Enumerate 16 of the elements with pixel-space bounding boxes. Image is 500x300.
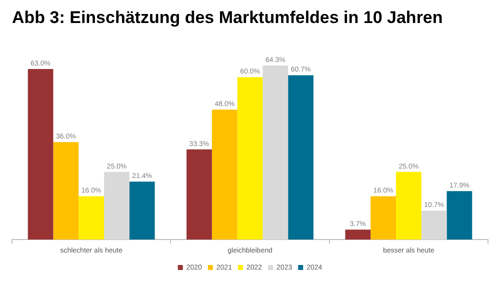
bar bbox=[186, 149, 212, 240]
bar bbox=[53, 142, 79, 240]
bar bbox=[421, 210, 447, 240]
bar bbox=[28, 68, 54, 240]
bar bbox=[78, 196, 104, 240]
bar bbox=[104, 172, 130, 240]
bar bbox=[446, 191, 472, 240]
bar bbox=[345, 230, 371, 240]
bar bbox=[288, 75, 314, 240]
bar bbox=[262, 65, 288, 240]
bar bbox=[212, 110, 238, 240]
chart-title: Abb 3: Einschätzung des Marktumfeldes in 10 Jahren bbox=[12, 8, 444, 28]
bar bbox=[237, 77, 263, 240]
bar bbox=[370, 196, 396, 240]
bar bbox=[129, 182, 155, 240]
bar bbox=[396, 172, 422, 240]
